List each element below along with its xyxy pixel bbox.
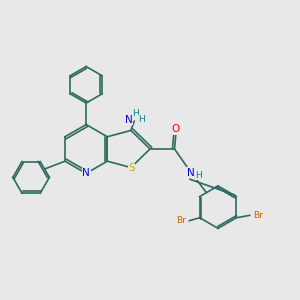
Text: N: N (82, 168, 90, 178)
Text: Br: Br (176, 216, 186, 225)
Text: Br: Br (253, 211, 262, 220)
Text: N: N (187, 167, 195, 178)
Text: H: H (132, 110, 139, 118)
Text: O: O (172, 124, 180, 134)
Text: S: S (128, 163, 135, 173)
Text: H: H (195, 171, 202, 180)
Text: N: N (125, 115, 133, 125)
Text: H: H (138, 115, 145, 124)
